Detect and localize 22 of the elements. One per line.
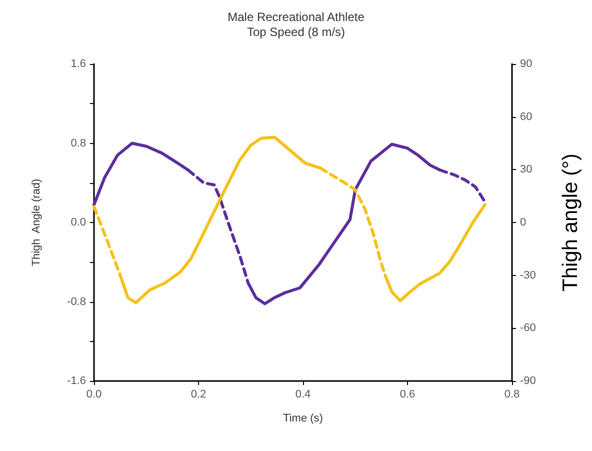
y-axis-title: Thigh Angle (rad) [30,178,42,266]
y-tick-label: -1.6 [67,375,86,387]
y-tick-label: 0.0 [70,216,86,228]
y2-axis-title: Thigh angle (°) [559,154,582,292]
x-tick-label: 0.8 [504,388,520,400]
y2-tick-label: -30 [520,269,536,282]
y-tick-label: 1.6 [70,58,86,70]
chart-subtitle: Top Speed (8 m/s) [246,25,346,39]
x-tick-label: 0.4 [295,388,311,400]
x-tick-label: 0.0 [86,388,102,400]
x-tick-label: 0.6 [400,388,416,400]
y2-tick-label: 90 [520,58,532,70]
y2-tick-label: -60 [520,322,536,334]
x-axis-title: Time (s) [283,412,323,424]
x-tick-label: 0.2 [190,388,206,400]
y2-tick-label: 0 [520,216,526,228]
y2-tick-label: 60 [520,110,532,123]
y2-tick-label: 30 [520,164,532,176]
y2-tick-label: -90 [520,375,536,387]
y-tick-label: -0.8 [67,296,86,308]
chart-title: Male Recreational Athlete [228,10,365,24]
y-tick-label: 0.8 [70,137,86,150]
